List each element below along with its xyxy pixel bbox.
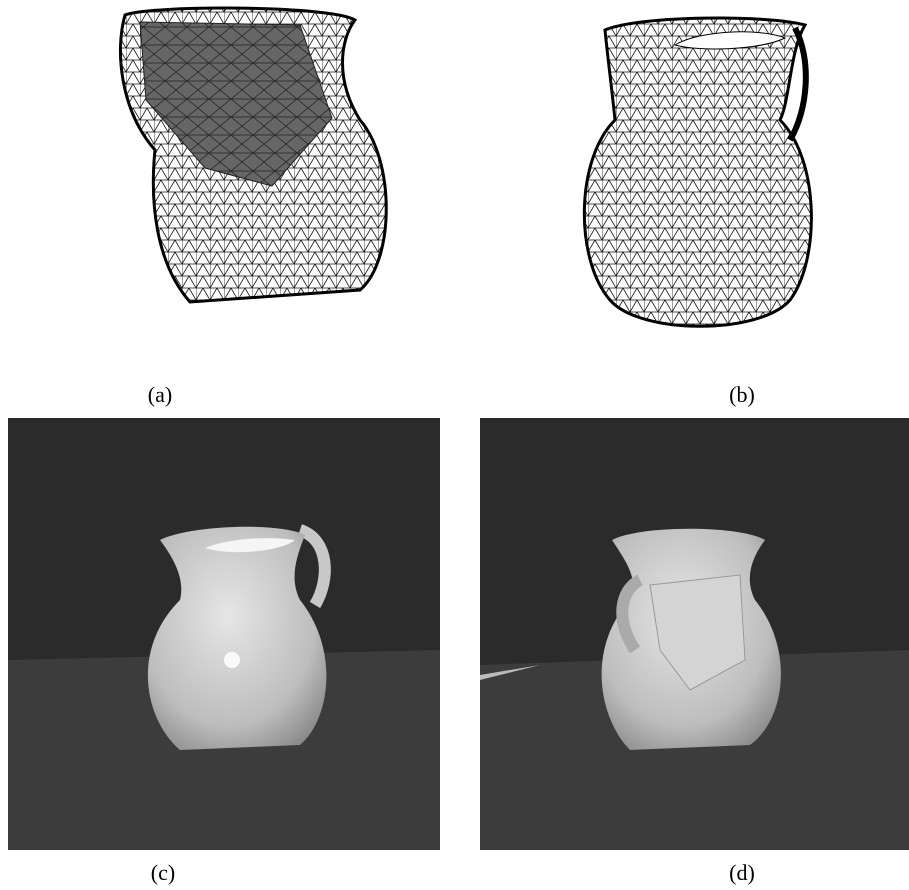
panel-label: (c) [151, 860, 175, 885]
panel-label: (a) [148, 382, 172, 407]
mesh-a [118, 6, 388, 304]
panel-label: (d) [729, 860, 755, 885]
photo-d [480, 418, 909, 850]
mesh-b [582, 16, 813, 328]
photo-c [8, 418, 440, 850]
panel-label: (b) [729, 382, 755, 407]
